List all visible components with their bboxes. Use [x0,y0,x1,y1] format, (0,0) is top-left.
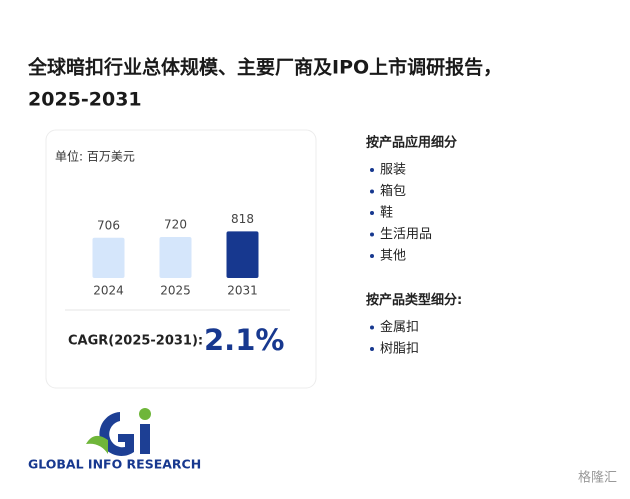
cagr-label: CAGR(2025-2031): [68,334,203,349]
value-label: 706 [97,218,120,232]
logo-i [140,424,150,454]
list-item: 生活用品 [380,227,432,242]
bullet [370,325,374,330]
logo-text: GLOBAL INFO RESEARCH [28,457,201,472]
bar [226,231,259,278]
x-tick-label: 2024 [93,284,124,298]
list-item: 箱包 [380,183,406,199]
logo-g [99,412,134,456]
logo-leaf [86,435,108,454]
title-line: 2025-2031 [28,89,142,111]
list-item: 其他 [380,249,406,264]
value-label: 720 [164,217,187,231]
bullet [370,168,374,172]
logo-dot [139,408,151,420]
watermark: 格隆汇 [578,470,617,486]
unit-label: 单位: 百万美元 [55,149,135,164]
bullet [370,211,374,215]
section-heading: 按产品类型细分: [366,292,462,308]
title-line: 全球暗扣行业总体规模、主要厂商及IPO上市调研报告， [27,56,502,79]
bullet [370,347,374,351]
bar [92,237,125,278]
bar [159,236,192,278]
bullet [370,254,374,258]
value-label: 818 [231,212,254,226]
list-item: 树脂扣 [380,342,419,357]
x-tick-label: 2025 [160,284,191,298]
list-item: 服装 [380,163,406,178]
bullet [370,232,374,237]
list-item: 鞋 [380,205,393,221]
section-heading: 按产品应用细分 [366,135,457,151]
bullet [370,189,374,194]
list-item: 金属扣 [380,319,419,335]
x-tick-label: 2031 [227,284,258,298]
logo [86,408,151,456]
cagr-value: 2.1% [204,323,284,357]
